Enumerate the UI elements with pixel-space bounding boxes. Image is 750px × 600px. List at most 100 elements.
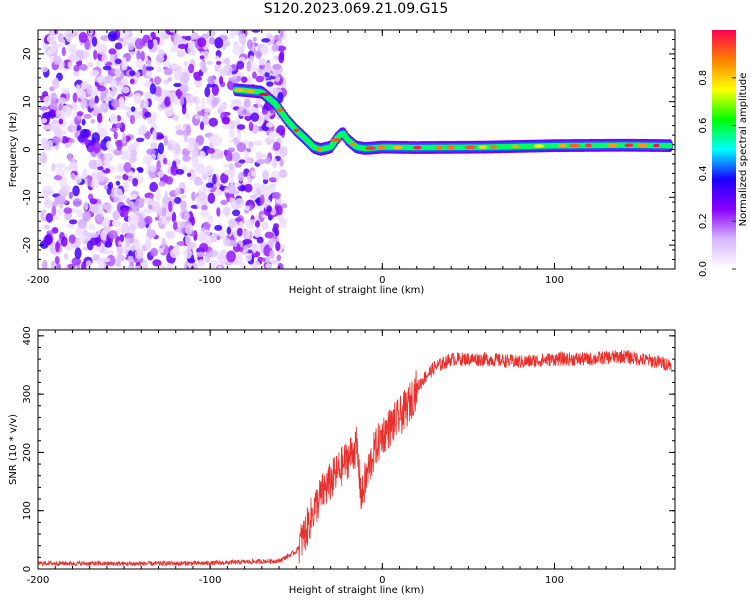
heatmap-noise-blob xyxy=(200,200,206,206)
heatmap-noise-blob xyxy=(199,242,209,253)
heatmap-noise-blob xyxy=(161,237,166,250)
heatmap-noise-blob xyxy=(226,184,237,195)
heatmap-noise-blob xyxy=(277,91,284,103)
heatmap-noise-blob xyxy=(102,65,112,71)
colorbar-tick-label: 0.6 xyxy=(698,118,709,134)
heatmap-noise-blob xyxy=(222,42,227,51)
heatmap-noise-blob xyxy=(58,103,63,111)
heatmap-noise-blob xyxy=(276,254,282,262)
colorbar-tick-label: 0.0 xyxy=(698,261,709,277)
heatmap-noise-blob xyxy=(230,99,241,105)
heatmap-noise-blob xyxy=(176,50,185,58)
heatmap-noise-blob xyxy=(218,76,224,85)
heatmap-noise-blob xyxy=(129,245,137,252)
snr-y-tick-label: 400 xyxy=(22,326,33,345)
heatmap-noise-blob xyxy=(261,169,270,180)
heatmap-noise-blob xyxy=(264,71,270,78)
heatmap-noise-blob xyxy=(234,217,243,222)
heatmap-noise-blob xyxy=(106,254,116,267)
heatmap-noise-blob xyxy=(107,181,114,190)
heatmap-noise-blob xyxy=(270,259,280,265)
heatmap-noise-blob xyxy=(180,200,187,212)
colorbar xyxy=(712,30,736,269)
heatmap-noise-blob xyxy=(266,81,274,87)
heatmap-noise-blob xyxy=(278,52,285,64)
heatmap-noise-blob xyxy=(45,212,54,223)
heatmap-noise-blob xyxy=(252,186,257,198)
heatmap-noise-blob xyxy=(229,197,235,206)
heatmap-noise-blob xyxy=(144,66,155,71)
heatmap-noise-blob xyxy=(266,205,273,213)
heatmap-noise-blob xyxy=(114,58,122,65)
heatmap-noise-blob xyxy=(113,197,121,204)
heatmap-noise-blob xyxy=(255,75,264,83)
heatmap-noise-blob xyxy=(68,191,73,200)
heatmap-noise-blob xyxy=(129,70,136,77)
heatmap-noise-blob xyxy=(61,87,70,94)
heatmap-noise-blob xyxy=(164,191,169,203)
heatmap-noise-blob xyxy=(275,241,281,252)
heatmap-noise-blob xyxy=(268,177,277,183)
heatmap-noise-blob xyxy=(63,207,73,214)
heatmap-noise-blob xyxy=(61,46,66,57)
heatmap-noise-blob xyxy=(259,194,265,205)
heatmap-noise-blob xyxy=(206,83,216,88)
heatmap-noise-blob xyxy=(75,83,81,94)
heatmap-noise-blob xyxy=(51,136,61,144)
heatmap-noise-blob xyxy=(90,119,96,124)
heatmap-noise-blob xyxy=(74,174,82,184)
heatmap-ridge-peak xyxy=(636,143,648,148)
heatmap-noise-blob xyxy=(262,186,271,197)
heatmap-noise-blob xyxy=(116,115,122,122)
heatmap-noise-blob xyxy=(272,141,281,151)
heatmap-noise-blob xyxy=(244,254,252,262)
heatmap-noise-blob xyxy=(92,254,99,261)
snr-x-tick-label: 100 xyxy=(545,575,564,586)
heatmap-y-tick-label: -10 xyxy=(22,189,33,205)
heatmap-plot xyxy=(39,30,674,269)
heatmap-noise-blob xyxy=(254,260,261,269)
heatmap-noise-blob xyxy=(81,261,87,269)
heatmap-ridge-cell xyxy=(666,142,674,149)
heatmap-noise-blob xyxy=(126,174,134,182)
heatmap-ridge-peak xyxy=(464,145,477,150)
heatmap-noise-blob xyxy=(201,65,208,73)
heatmap-noise-blob xyxy=(114,67,122,78)
heatmap-noise-blob xyxy=(67,153,72,162)
heatmap-noise-blob xyxy=(176,124,182,131)
heatmap-noise-blob xyxy=(157,134,165,140)
heatmap-noise-blob xyxy=(121,77,129,85)
heatmap-noise-blob xyxy=(268,130,274,140)
heatmap-noise-blob xyxy=(130,193,138,200)
heatmap-noise-blob xyxy=(242,248,249,253)
heatmap-noise-blob xyxy=(41,138,50,150)
heatmap-noise-blob xyxy=(232,241,238,248)
heatmap-noise-blob xyxy=(236,75,242,82)
heatmap-noise-blob xyxy=(135,58,143,69)
heatmap-noise-blob xyxy=(115,175,122,180)
heatmap-noise-blob xyxy=(149,164,156,173)
heatmap-noise-blob xyxy=(93,86,99,98)
heatmap-noise-blob xyxy=(183,212,190,220)
heatmap-noise-blob xyxy=(250,112,260,122)
heatmap-noise-blob xyxy=(127,144,137,152)
heatmap-noise-blob xyxy=(236,142,247,153)
heatmap-noise-blob xyxy=(103,184,109,190)
heatmap-noise-blob xyxy=(63,165,71,172)
heatmap-noise-blob xyxy=(172,221,178,231)
heatmap-noise-blob xyxy=(238,171,244,182)
heatmap-noise-blob xyxy=(83,201,89,211)
colorbar-tick-label: 0.8 xyxy=(698,70,709,86)
heatmap-noise-blob xyxy=(215,55,220,61)
heatmap-noise-blob xyxy=(97,43,108,55)
heatmap-noise-blob xyxy=(55,163,66,169)
heatmap-noise-blob xyxy=(39,106,49,111)
heatmap-noise-blob xyxy=(111,220,117,226)
heatmap-noise-blob xyxy=(163,79,169,85)
heatmap-noise-blob xyxy=(152,259,162,267)
heatmap-noise-blob xyxy=(165,176,173,185)
heatmap-noise-blob xyxy=(111,98,121,109)
heatmap-noise-blob xyxy=(72,198,82,208)
heatmap-noise-blob xyxy=(236,132,242,141)
heatmap-noise-blob xyxy=(205,182,214,188)
